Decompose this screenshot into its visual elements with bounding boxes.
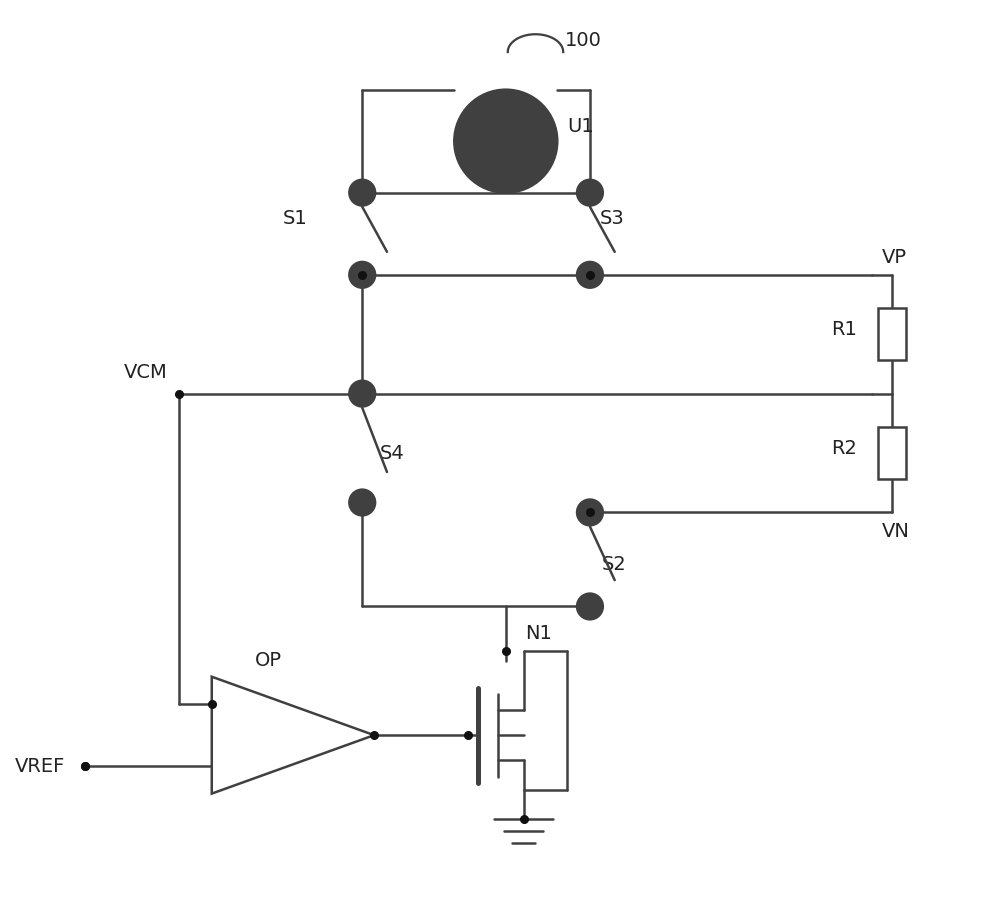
- Text: N1: N1: [526, 624, 552, 643]
- Text: S3: S3: [600, 210, 625, 229]
- Text: OP: OP: [255, 651, 282, 670]
- Text: S1: S1: [283, 210, 308, 229]
- Circle shape: [577, 262, 603, 288]
- Polygon shape: [212, 676, 374, 794]
- FancyBboxPatch shape: [878, 428, 906, 479]
- Text: R2: R2: [831, 439, 857, 458]
- FancyBboxPatch shape: [878, 309, 906, 360]
- Circle shape: [349, 489, 375, 516]
- Text: S4: S4: [380, 443, 405, 462]
- Text: S2: S2: [602, 555, 627, 574]
- Circle shape: [577, 180, 603, 205]
- Circle shape: [454, 90, 557, 192]
- Circle shape: [577, 594, 603, 619]
- Text: U1: U1: [567, 117, 594, 136]
- Circle shape: [349, 180, 375, 205]
- Text: VCM: VCM: [123, 362, 167, 381]
- Text: R1: R1: [831, 320, 857, 339]
- Text: 100: 100: [565, 31, 602, 50]
- Circle shape: [577, 499, 603, 526]
- Text: VN: VN: [882, 522, 910, 541]
- Text: VP: VP: [882, 248, 907, 267]
- Circle shape: [349, 380, 375, 407]
- Text: VREF: VREF: [15, 756, 65, 775]
- Circle shape: [349, 262, 375, 288]
